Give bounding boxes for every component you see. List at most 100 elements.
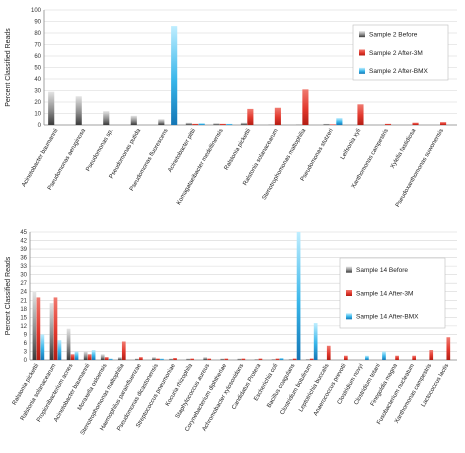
- y-tick-label: 12: [20, 324, 27, 330]
- bar-sample-14-after-3m: [258, 358, 263, 360]
- y-tick-label: 3: [24, 349, 28, 355]
- bar-sample-14-after-bmx: [74, 351, 79, 360]
- bar-sample-14-after-3m: [53, 297, 58, 360]
- bar-sample-14-after-3m: [395, 355, 399, 360]
- bar-sample-14-after-3m: [241, 358, 246, 360]
- legend-label: Sample 14 After-BMX: [356, 314, 419, 321]
- bar-sample-14-before: [49, 303, 54, 360]
- bar-sample-2-after-3m: [192, 123, 199, 125]
- y-tick-label: 18: [20, 307, 27, 313]
- bar-sample-2-before: [130, 115, 137, 125]
- y-tick-label: 36: [20, 256, 27, 262]
- bar-sample-14-before: [203, 357, 208, 360]
- legend-box: [352, 24, 449, 81]
- bar-sample-14-after-3m: [36, 297, 41, 360]
- y-tick-label: 70: [34, 43, 41, 49]
- bar-sample-2-after-3m: [384, 123, 392, 125]
- bar-sample-2-before: [323, 123, 330, 125]
- legend-swatch: [359, 67, 365, 74]
- bar-sample-14-before: [305, 359, 310, 360]
- bar-sample-14-before: [271, 359, 276, 360]
- category-label: Clostridium botulinum: [280, 363, 314, 416]
- bar-sample-2-after-3m: [274, 107, 281, 125]
- bar-sample-14-after-bmx: [382, 351, 386, 360]
- bar-sample-14-after-3m: [87, 354, 92, 360]
- bar-sample-14-after-3m: [326, 345, 331, 360]
- y-tick-label: 30: [20, 273, 27, 279]
- bar-sample-14-after-3m: [309, 358, 314, 360]
- y-tick-label: 80: [34, 31, 41, 37]
- bar-sample-14-after-3m: [70, 354, 75, 360]
- bar-sample-14-after-3m: [429, 350, 434, 360]
- y-tick-label: 0: [38, 123, 42, 129]
- bar-sample-2-before: [240, 122, 247, 125]
- bar-sample-14-after-bmx: [40, 334, 45, 360]
- category-label: Xylella fastidiosa: [390, 127, 418, 169]
- bar-sample-2-after-bmx: [171, 26, 178, 126]
- bar-sample-14-after-bmx: [57, 340, 62, 360]
- bar-sample-14-before: [83, 351, 88, 360]
- bar-sample-14-after-3m: [207, 358, 212, 360]
- bar-sample-14-after-3m: [446, 337, 451, 360]
- bar-sample-14-after-3m: [190, 358, 194, 360]
- y-tick-label: 10: [34, 112, 41, 118]
- legend-swatch: [359, 49, 365, 56]
- bar-sample-14-before: [288, 359, 293, 360]
- y-axis-title: Percent Classified Reads: [5, 256, 12, 335]
- y-tick-label: 90: [34, 20, 41, 26]
- bar-sample-14-before: [237, 358, 242, 360]
- bar-sample-14-after-3m: [121, 341, 126, 360]
- y-tick-label: 6: [24, 341, 28, 347]
- chart-1: 0 10 20 30 40 50 60 70 80 90 100 Percent Classified…: [5, 8, 457, 208]
- bar-sample-14-before: [66, 328, 71, 360]
- y-tick-label: 100: [31, 8, 42, 14]
- y-tick-label: 60: [34, 54, 41, 60]
- y-tick-label: 40: [34, 77, 41, 83]
- bar-sample-14-after-3m: [224, 358, 229, 360]
- category-label: Pseudomonas putida: [109, 127, 143, 179]
- bar-sample-2-after-3m: [357, 104, 364, 125]
- y-tick-label: 33: [20, 264, 27, 270]
- legend: Sample 2 Before Sample 2 After-3M Sample 2…: [352, 24, 449, 81]
- bar-sample-2-after-bmx: [198, 123, 205, 125]
- bar-sample-2-after-3m: [440, 122, 447, 126]
- category-label: Leifsonia xyli: [340, 128, 362, 161]
- bar-sample-14-after-3m: [139, 357, 143, 360]
- category-label: Komagataeibacter medellinensis: [176, 128, 225, 206]
- y-tick-label: 0: [24, 358, 28, 364]
- bar-sample-2-before: [158, 119, 165, 125]
- bar-sample-2-before: [295, 124, 303, 125]
- bar-sample-2-before: [268, 124, 275, 125]
- bar-sample-14-after-3m: [412, 355, 416, 360]
- bar-sample-14-after-bmx: [91, 350, 96, 360]
- legend-label: Sample 2 After-3M: [369, 50, 423, 57]
- y-tick-label: 9: [24, 332, 28, 338]
- bar-sample-2-before: [103, 111, 110, 125]
- legend-swatch: [346, 290, 352, 296]
- bar-sample-14-after-bmx: [279, 358, 284, 360]
- bar-sample-14-before: [169, 358, 173, 360]
- bar-sample-2-before: [185, 122, 192, 125]
- bar-sample-14-before: [254, 359, 259, 360]
- bar-sample-14-after-bmx: [313, 323, 318, 360]
- bar-sample-14-before: [117, 357, 122, 360]
- legend-label: Sample 2 Before: [369, 31, 418, 38]
- bar-sample-2-after-3m: [219, 123, 226, 125]
- bar-sample-2-after-3m: [247, 108, 254, 125]
- bar-sample-2-after-bmx: [226, 123, 233, 125]
- y-tick-label: 42: [20, 239, 27, 245]
- category-label: Ralstonia pickettii: [224, 128, 253, 171]
- bar-sample-14-after-3m: [292, 358, 297, 360]
- bar-sample-14-before: [220, 358, 225, 360]
- legend-label: Sample 2 After-BMX: [369, 68, 429, 75]
- y-tick-label: 27: [20, 281, 27, 287]
- y-tick-label: 50: [34, 66, 41, 72]
- y-tick-label: 24: [20, 290, 27, 296]
- y-tick-label: 30: [34, 89, 41, 95]
- legend-swatch: [359, 31, 365, 38]
- bar-sample-14-after-bmx: [108, 358, 113, 360]
- bar-sample-2-before: [48, 91, 55, 125]
- bar-sample-14-after-3m: [156, 358, 160, 360]
